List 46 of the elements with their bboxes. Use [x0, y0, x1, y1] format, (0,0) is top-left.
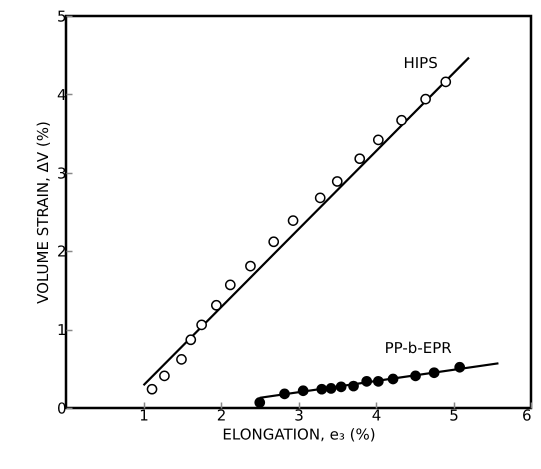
point	[196, 320, 207, 330]
point	[288, 215, 298, 226]
point	[316, 384, 328, 395]
point	[326, 383, 336, 394]
x-tick-label: 3	[294, 406, 304, 424]
y-tick-label: 5	[56, 8, 66, 26]
point	[420, 94, 431, 104]
y-axis-title: VOLUME STRAIN, ΔV (%)	[34, 121, 52, 304]
point	[314, 192, 326, 204]
point	[254, 397, 266, 408]
point	[372, 376, 384, 387]
point	[279, 388, 290, 400]
point	[440, 76, 452, 88]
series-label: PP-b-EPR	[384, 339, 452, 358]
point	[396, 114, 407, 126]
point	[361, 376, 372, 387]
point	[336, 381, 346, 392]
point	[210, 300, 222, 311]
point	[176, 354, 187, 365]
point	[268, 236, 280, 248]
x-tick-label: 4	[372, 406, 382, 424]
point	[159, 370, 170, 382]
point	[332, 176, 343, 187]
point	[428, 367, 440, 378]
point	[354, 153, 366, 164]
y-tick-label: 2	[56, 242, 66, 261]
point	[245, 260, 256, 272]
point	[388, 374, 398, 384]
y-tick-label: 1	[56, 321, 66, 340]
point	[454, 362, 466, 373]
point	[146, 384, 158, 395]
x-tick-label: 2	[216, 406, 226, 424]
point	[372, 134, 384, 146]
y-tick-label: 3	[56, 164, 66, 182]
y-tick-label: 4	[56, 86, 66, 104]
x-axis-title: ELONGATION, e₃ (%)	[222, 426, 376, 444]
point	[298, 385, 309, 396]
x-tick-label: 6	[522, 406, 532, 424]
series-label: HIPS	[403, 54, 438, 72]
y-tick-label: 0	[56, 400, 66, 418]
point	[224, 280, 236, 290]
point	[348, 380, 359, 392]
x-tick-label: 1	[139, 406, 149, 424]
point	[410, 370, 421, 382]
x-tick-label: 5	[449, 406, 459, 424]
point	[185, 334, 196, 346]
